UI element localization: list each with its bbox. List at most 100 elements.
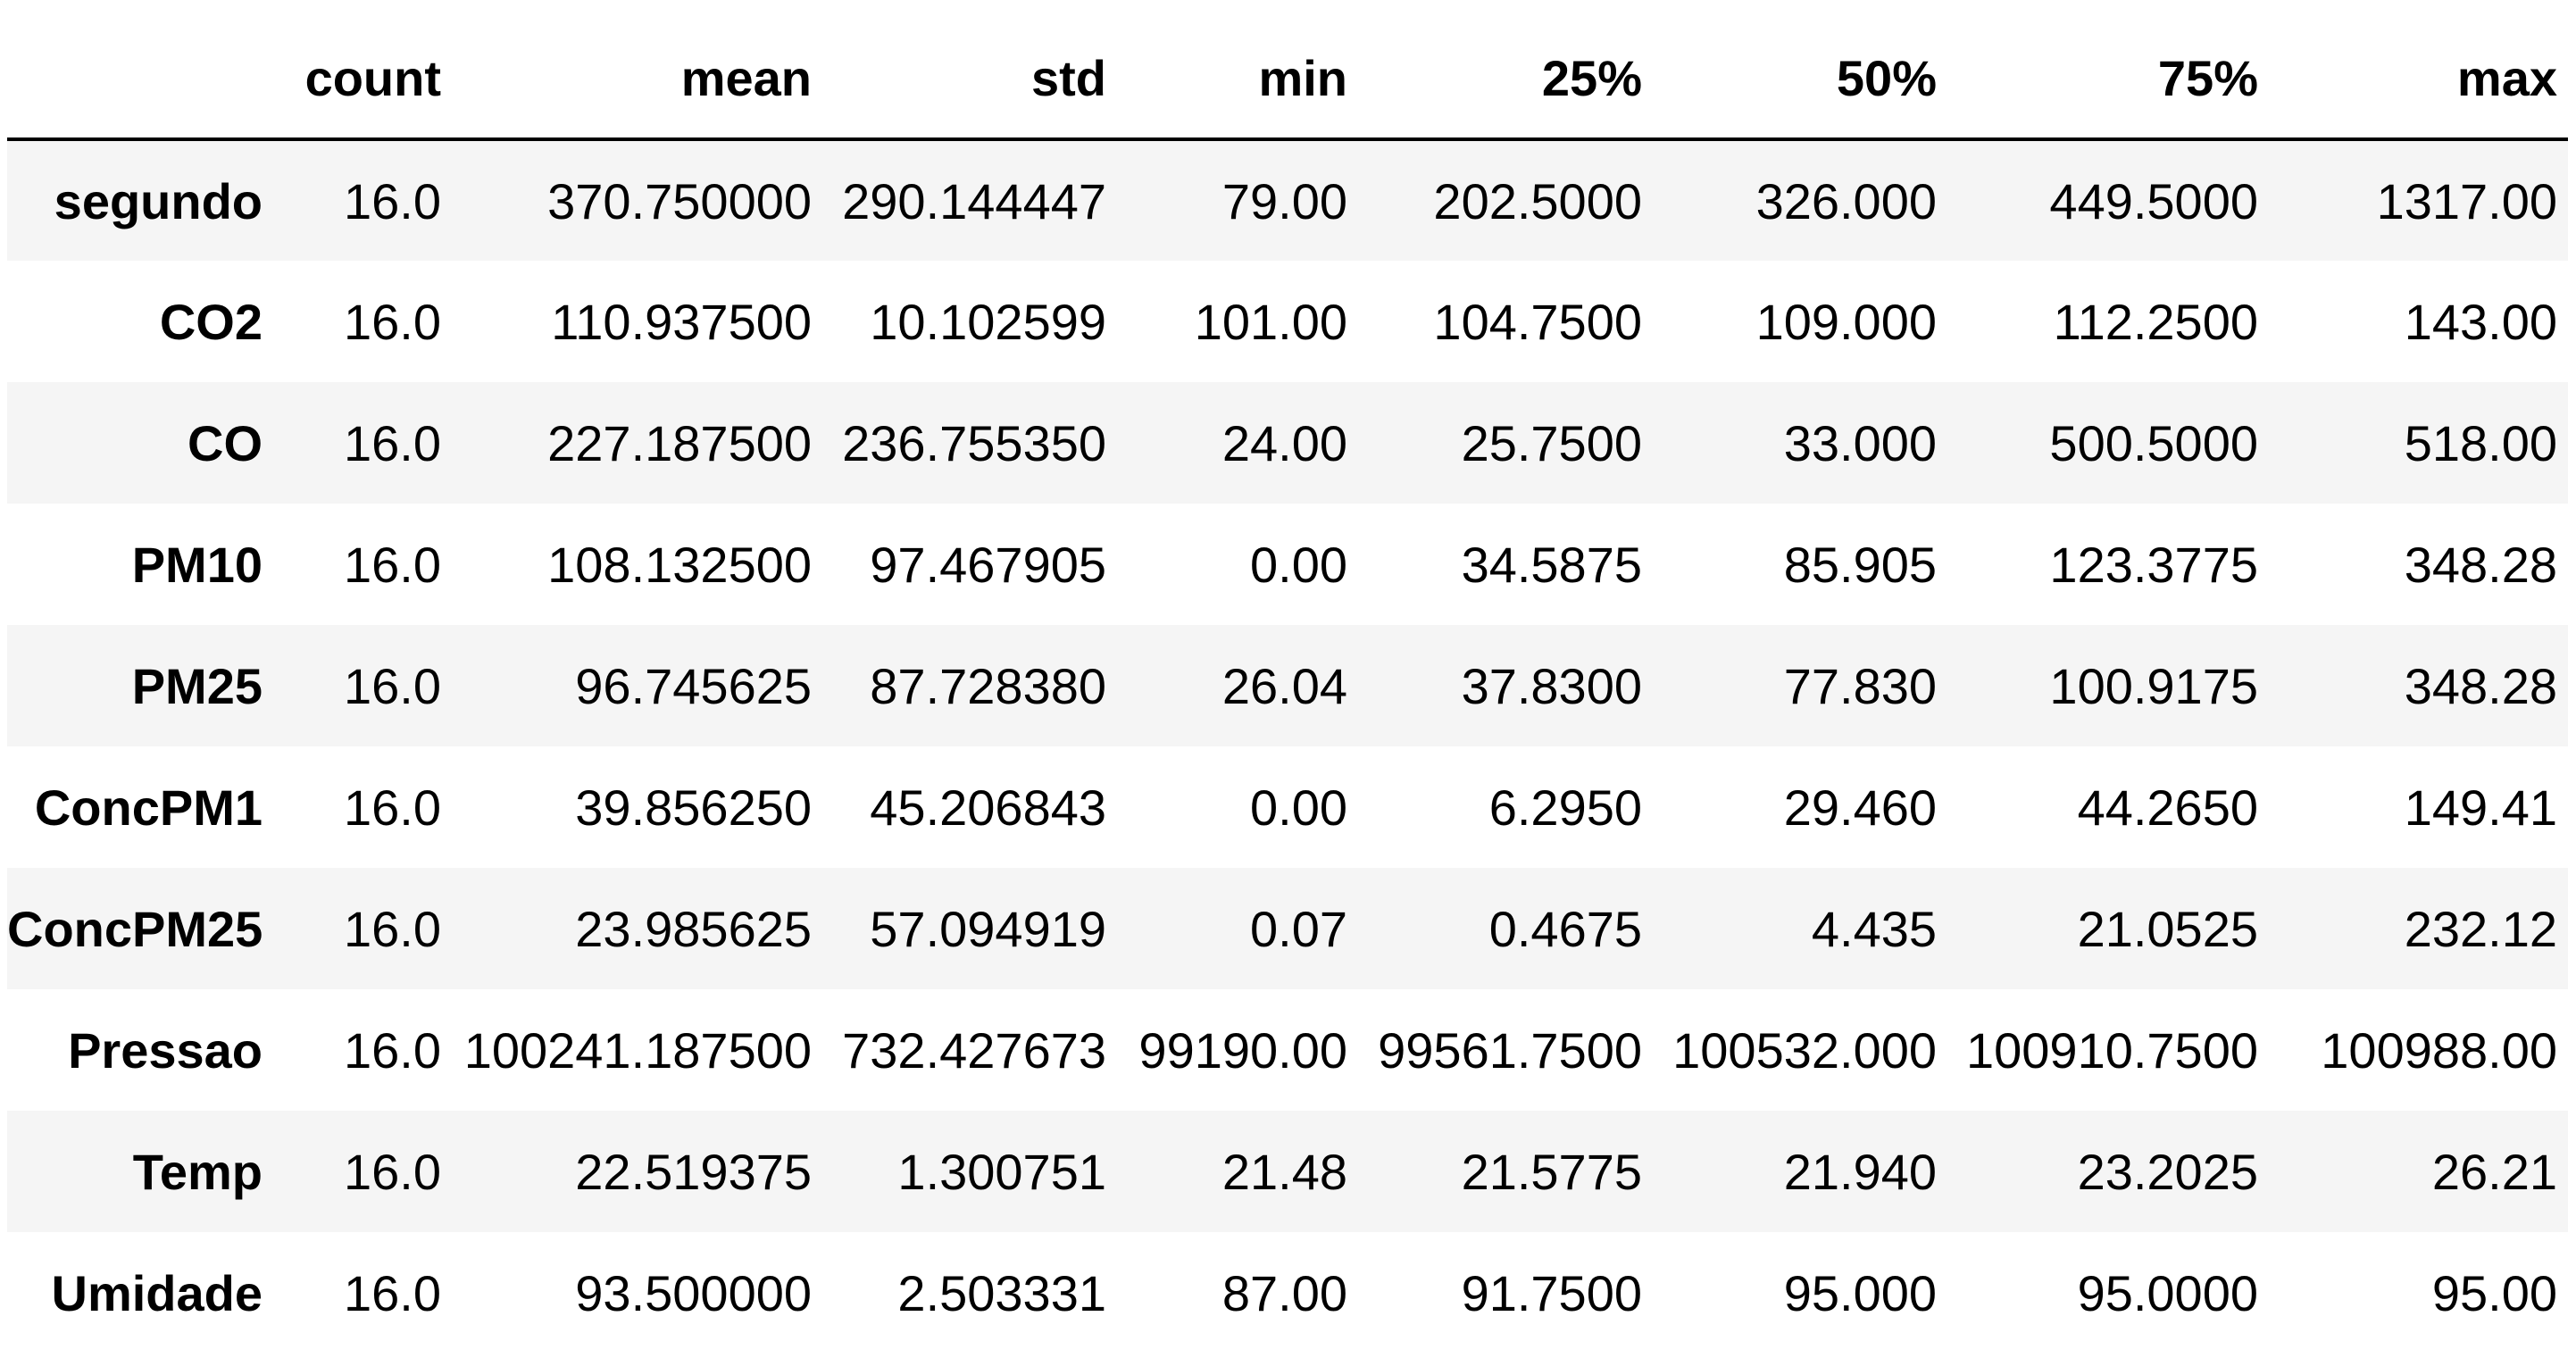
table-row: Umidade 16.0 93.500000 2.503331 87.00 91.7500…	[7, 1232, 2568, 1354]
table-cell: 500.5000	[2049, 414, 2258, 471]
table-cell: 44.2650	[2077, 779, 2258, 836]
table-cell: 123.3775	[2049, 536, 2258, 593]
table-cell: 236.755350	[842, 414, 1106, 471]
table-cell: 108.132500	[547, 536, 812, 593]
table-cell: 112.2500	[2053, 293, 2258, 350]
table-cell: 26.04	[1221, 657, 1347, 714]
table-cell: 23.985625	[575, 900, 812, 957]
table-cell: 37.8300	[1461, 657, 1642, 714]
table-cell: 29.460	[1783, 779, 1937, 836]
table-row: Temp 16.0 22.519375 1.300751 21.48 21.5775 21.…	[7, 1111, 2568, 1232]
table-cell: 99190.00	[1138, 1021, 1347, 1079]
table-cell: 6.2950	[1488, 779, 1642, 836]
table-cell: 23.2025	[2077, 1143, 2258, 1200]
table-cell: 109.000	[1755, 293, 1937, 350]
table-cell: 227.187500	[547, 414, 812, 471]
table-row: segundo 16.0 370.750000 290.144447 79.00 202.…	[7, 139, 2568, 261]
table-cell: 21.0525	[2077, 900, 2258, 957]
table-cell: 79.00	[1221, 172, 1347, 229]
table-cell: 95.000	[1783, 1264, 1937, 1321]
table-cell: 0.4675	[1488, 900, 1642, 957]
row-label: CO2	[159, 293, 263, 350]
table-cell: 290.144447	[842, 172, 1106, 229]
table-cell: 1317.00	[2376, 172, 2557, 229]
row-label: segundo	[54, 172, 263, 229]
table-row: ConcPM1 16.0 39.856250 45.206843 0.00 6.2950 2…	[7, 746, 2568, 868]
column-header-75pct: 75%	[1958, 18, 2280, 141]
row-label: CO	[188, 414, 263, 471]
table-cell: 326.000	[1755, 172, 1937, 229]
table-cell: 1.300751	[897, 1143, 1106, 1200]
table-header: count mean std min 25% 50% 75% max	[7, 18, 2568, 141]
column-header-mean: mean	[463, 18, 833, 141]
describe-table-container: count mean std min 25% 50% 75% max segun…	[7, 18, 2568, 1354]
table-cell: 232.12	[2404, 900, 2557, 957]
column-header-std: std	[833, 18, 1128, 141]
table-cell: 96.745625	[575, 657, 812, 714]
table-cell: 202.5000	[1433, 172, 1642, 229]
table-cell: 732.427673	[842, 1021, 1106, 1079]
row-label: PM10	[131, 536, 263, 593]
table-cell: 100988.00	[2321, 1021, 2557, 1079]
table-cell: 104.7500	[1433, 293, 1642, 350]
table-cell: 16.0	[344, 1143, 441, 1200]
table-body: segundo 16.0 370.750000 290.144447 79.00 202.…	[7, 139, 2568, 1354]
table-row: PM10 16.0 108.132500 97.467905 0.00 34.5875 85…	[7, 504, 2568, 625]
header-row: count mean std min 25% 50% 75% max	[7, 18, 2568, 141]
table-cell: 0.00	[1250, 536, 1347, 593]
column-header-index	[7, 18, 284, 141]
table-cell: 16.0	[344, 1264, 441, 1321]
table-cell: 16.0	[344, 1021, 441, 1079]
table-cell: 26.21	[2431, 1143, 2557, 1200]
table-cell: 0.00	[1250, 779, 1347, 836]
row-label: ConcPM1	[34, 779, 263, 836]
table-cell: 39.856250	[575, 779, 812, 836]
table-cell: 24.00	[1221, 414, 1347, 471]
table-cell: 100241.187500	[463, 1021, 812, 1079]
table-row: PM25 16.0 96.745625 87.728380 26.04 37.8300 77…	[7, 625, 2568, 746]
table-cell: 101.00	[1194, 293, 1347, 350]
table-cell: 45.206843	[870, 779, 1106, 836]
table-row: CO 16.0 227.187500 236.755350 24.00 25.7500 33…	[7, 382, 2568, 504]
table-row: CO2 16.0 110.937500 10.102599 101.00 104.7500…	[7, 261, 2568, 382]
table-cell: 149.41	[2404, 779, 2557, 836]
table-cell: 0.07	[1250, 900, 1347, 957]
table-cell: 34.5875	[1461, 536, 1642, 593]
table-cell: 33.000	[1783, 414, 1937, 471]
table-cell: 449.5000	[2049, 172, 2258, 229]
table-cell: 85.905	[1783, 536, 1937, 593]
table-cell: 87.728380	[870, 657, 1106, 714]
table-cell: 21.5775	[1461, 1143, 1642, 1200]
column-header-25pct: 25%	[1369, 18, 1663, 141]
table-cell: 10.102599	[870, 293, 1106, 350]
table-cell: 100532.000	[1672, 1021, 1937, 1079]
table-cell: 518.00	[2404, 414, 2557, 471]
row-label: Umidade	[51, 1264, 263, 1321]
row-label: Temp	[132, 1143, 263, 1200]
table-cell: 370.750000	[547, 172, 812, 229]
table-cell: 348.28	[2404, 657, 2557, 714]
table-cell: 16.0	[344, 536, 441, 593]
table-cell: 95.00	[2431, 1264, 2557, 1321]
table-cell: 91.7500	[1461, 1264, 1642, 1321]
column-header-50pct: 50%	[1663, 18, 1958, 141]
table-cell: 93.500000	[575, 1264, 812, 1321]
column-header-min: min	[1128, 18, 1369, 141]
describe-table: count mean std min 25% 50% 75% max segun…	[7, 18, 2568, 1354]
column-header-max: max	[2280, 18, 2568, 141]
table-cell: 25.7500	[1461, 414, 1642, 471]
table-cell: 21.940	[1783, 1143, 1937, 1200]
table-cell: 95.0000	[2077, 1264, 2258, 1321]
table-cell: 110.937500	[551, 293, 812, 350]
table-cell: 77.830	[1783, 657, 1937, 714]
table-cell: 4.435	[1811, 900, 1937, 957]
table-cell: 100.9175	[2049, 657, 2258, 714]
table-cell: 16.0	[344, 657, 441, 714]
table-cell: 100910.7500	[1965, 1021, 2258, 1079]
row-label: PM25	[131, 657, 263, 714]
table-cell: 16.0	[344, 172, 441, 229]
row-label: Pressao	[68, 1021, 263, 1079]
table-cell: 348.28	[2404, 536, 2557, 593]
table-cell: 57.094919	[870, 900, 1106, 957]
table-cell: 2.503331	[897, 1264, 1106, 1321]
